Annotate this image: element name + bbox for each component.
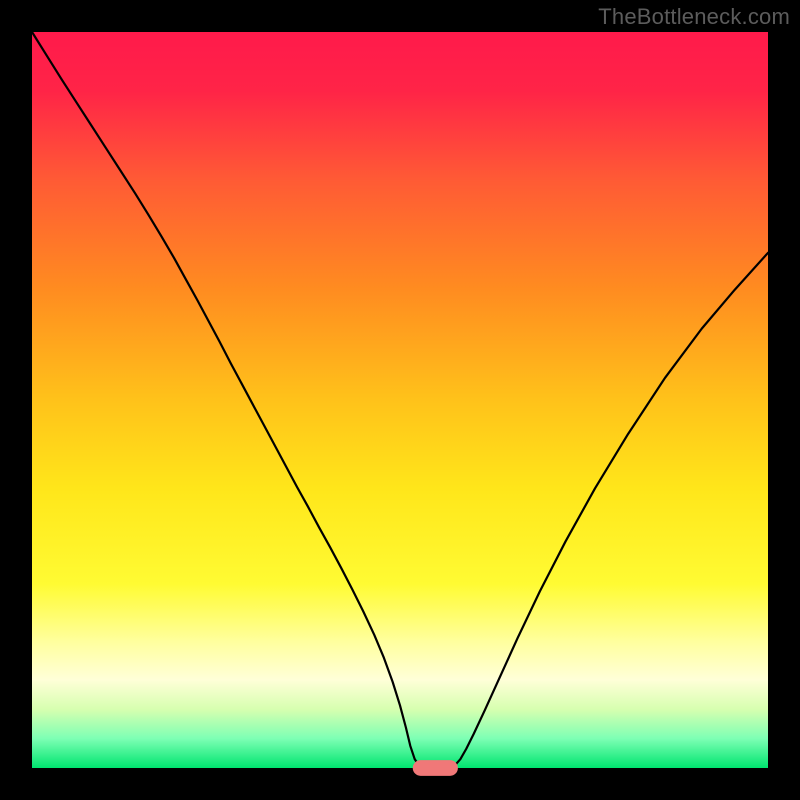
chart-frame: TheBottleneck.com [0, 0, 800, 800]
optimal-point-marker [413, 761, 457, 776]
bottleneck-curve-chart [0, 0, 800, 800]
watermark-text: TheBottleneck.com [598, 4, 790, 30]
plot-background [32, 32, 768, 768]
